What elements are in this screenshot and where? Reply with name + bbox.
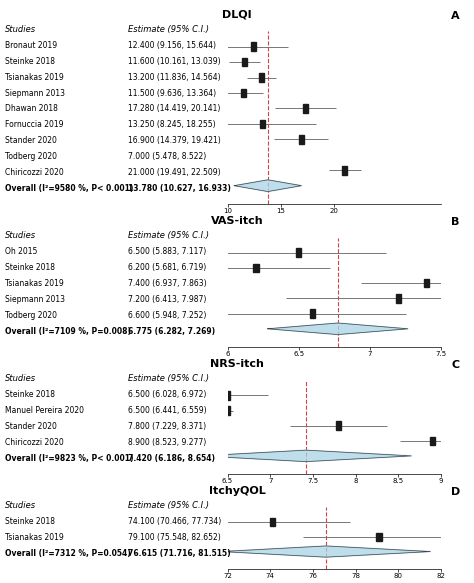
Text: Stander 2020: Stander 2020 xyxy=(5,136,56,145)
Text: Chiricozzi 2020: Chiricozzi 2020 xyxy=(5,168,64,177)
Text: 6.500 (6.441, 6.559): 6.500 (6.441, 6.559) xyxy=(128,406,207,415)
Text: 8.900 (8.523, 9.277): 8.900 (8.523, 9.277) xyxy=(128,438,206,447)
Text: 6.500 (6.028, 6.972): 6.500 (6.028, 6.972) xyxy=(128,390,206,399)
Text: Estimate (95% C.I.): Estimate (95% C.I.) xyxy=(128,231,209,240)
Bar xyxy=(376,533,382,541)
Bar xyxy=(299,135,304,143)
Text: D: D xyxy=(450,487,460,497)
Bar xyxy=(251,43,255,51)
Text: Tsianakas 2019: Tsianakas 2019 xyxy=(5,279,64,288)
Polygon shape xyxy=(268,323,408,335)
Text: Tsianakas 2019: Tsianakas 2019 xyxy=(5,533,64,542)
Text: 16.900 (14.379, 19.421): 16.900 (14.379, 19.421) xyxy=(128,136,221,145)
Text: 7.000 (5.478, 8.522): 7.000 (5.478, 8.522) xyxy=(128,152,206,161)
Bar xyxy=(259,73,264,82)
Text: Overall (I²=9580 %, P< 0.001): Overall (I²=9580 %, P< 0.001) xyxy=(5,184,133,193)
Bar xyxy=(241,89,246,97)
Text: Estimate (95% C.I.): Estimate (95% C.I.) xyxy=(128,501,209,510)
Bar xyxy=(430,437,435,445)
Text: Studies: Studies xyxy=(5,231,36,240)
Bar xyxy=(225,406,230,415)
Text: B: B xyxy=(451,217,460,227)
Text: Steinke 2018: Steinke 2018 xyxy=(5,517,55,526)
Text: Manuel Pereira 2020: Manuel Pereira 2020 xyxy=(5,406,84,415)
Text: 17.280 (14.419, 20.141): 17.280 (14.419, 20.141) xyxy=(128,104,220,114)
Bar xyxy=(242,58,247,66)
Text: Stander 2020: Stander 2020 xyxy=(5,422,56,431)
Text: Todberg 2020: Todberg 2020 xyxy=(5,152,57,161)
Text: 7.420 (6.186, 8.654): 7.420 (6.186, 8.654) xyxy=(128,454,215,463)
Text: Steinke 2018: Steinke 2018 xyxy=(5,390,55,399)
Polygon shape xyxy=(234,180,301,192)
Text: 6.775 (6.282, 7.269): 6.775 (6.282, 7.269) xyxy=(128,326,215,336)
Text: 11.600 (10.161, 13.039): 11.600 (10.161, 13.039) xyxy=(128,57,220,66)
Text: 76.615 (71.716, 81.515): 76.615 (71.716, 81.515) xyxy=(128,549,231,558)
Text: Todberg 2020: Todberg 2020 xyxy=(5,311,57,320)
Text: 7.200 (6.413, 7.987): 7.200 (6.413, 7.987) xyxy=(128,295,206,304)
Text: Estimate (95% C.I.): Estimate (95% C.I.) xyxy=(128,374,209,383)
Text: Estimate (95% C.I.): Estimate (95% C.I.) xyxy=(128,25,209,34)
Text: ItchyQOL: ItchyQOL xyxy=(209,486,265,496)
Text: DLQI: DLQI xyxy=(222,9,252,20)
Polygon shape xyxy=(221,546,430,557)
Text: Studies: Studies xyxy=(5,25,36,34)
Text: 13.250 (8.245, 18.255): 13.250 (8.245, 18.255) xyxy=(128,120,216,129)
Bar xyxy=(296,248,301,257)
Bar xyxy=(260,120,265,128)
Text: Dhawan 2018: Dhawan 2018 xyxy=(5,104,58,114)
Bar xyxy=(270,518,275,526)
Bar xyxy=(342,166,347,174)
Text: Studies: Studies xyxy=(5,374,36,383)
Bar xyxy=(193,150,198,159)
Text: 7.800 (7.229, 8.371): 7.800 (7.229, 8.371) xyxy=(128,422,206,431)
Text: Overall (I²=9823 %, P< 0.001): Overall (I²=9823 %, P< 0.001) xyxy=(5,454,133,463)
Polygon shape xyxy=(201,450,411,462)
Bar xyxy=(302,104,308,113)
Bar xyxy=(424,279,429,287)
Text: Overall (I²=7109 %, P=0.008): Overall (I²=7109 %, P=0.008) xyxy=(5,326,131,336)
Text: NRS-itch: NRS-itch xyxy=(210,359,264,368)
Text: 21.000 (19.491, 22.509): 21.000 (19.491, 22.509) xyxy=(128,168,220,177)
Text: Bronaut 2019: Bronaut 2019 xyxy=(5,41,57,50)
Text: C: C xyxy=(452,360,460,370)
Text: Studies: Studies xyxy=(5,501,36,510)
Text: Oh 2015: Oh 2015 xyxy=(5,247,37,257)
Bar xyxy=(310,310,315,318)
Text: 74.100 (70.466, 77.734): 74.100 (70.466, 77.734) xyxy=(128,517,221,526)
Bar xyxy=(225,391,230,400)
Bar xyxy=(336,422,341,430)
Bar xyxy=(254,264,258,272)
Text: Fornuccia 2019: Fornuccia 2019 xyxy=(5,120,63,129)
Text: VAS-itch: VAS-itch xyxy=(210,216,264,226)
Text: Siepmann 2013: Siepmann 2013 xyxy=(5,89,65,97)
Text: Tsianakas 2019: Tsianakas 2019 xyxy=(5,73,64,82)
Text: 13.780 (10.627, 16.933): 13.780 (10.627, 16.933) xyxy=(128,184,231,193)
Text: 6.200 (5.681, 6.719): 6.200 (5.681, 6.719) xyxy=(128,263,206,272)
Text: Steinke 2018: Steinke 2018 xyxy=(5,263,55,272)
Text: Overall (I²=7312 %, P=0.054): Overall (I²=7312 %, P=0.054) xyxy=(5,549,130,558)
Text: 12.400 (9.156, 15.644): 12.400 (9.156, 15.644) xyxy=(128,41,216,50)
Text: 6.600 (5.948, 7.252): 6.600 (5.948, 7.252) xyxy=(128,311,206,320)
Text: 7.400 (6.937, 7.863): 7.400 (6.937, 7.863) xyxy=(128,279,207,288)
Text: Chiricozzi 2020: Chiricozzi 2020 xyxy=(5,438,64,447)
Bar xyxy=(396,294,401,303)
Text: Siepmann 2013: Siepmann 2013 xyxy=(5,295,65,304)
Text: 6.500 (5.883, 7.117): 6.500 (5.883, 7.117) xyxy=(128,247,206,257)
Text: Steinke 2018: Steinke 2018 xyxy=(5,57,55,66)
Text: 13.200 (11.836, 14.564): 13.200 (11.836, 14.564) xyxy=(128,73,220,82)
Text: A: A xyxy=(451,10,460,20)
Text: 79.100 (75.548, 82.652): 79.100 (75.548, 82.652) xyxy=(128,533,221,542)
Text: 11.500 (9.636, 13.364): 11.500 (9.636, 13.364) xyxy=(128,89,216,97)
